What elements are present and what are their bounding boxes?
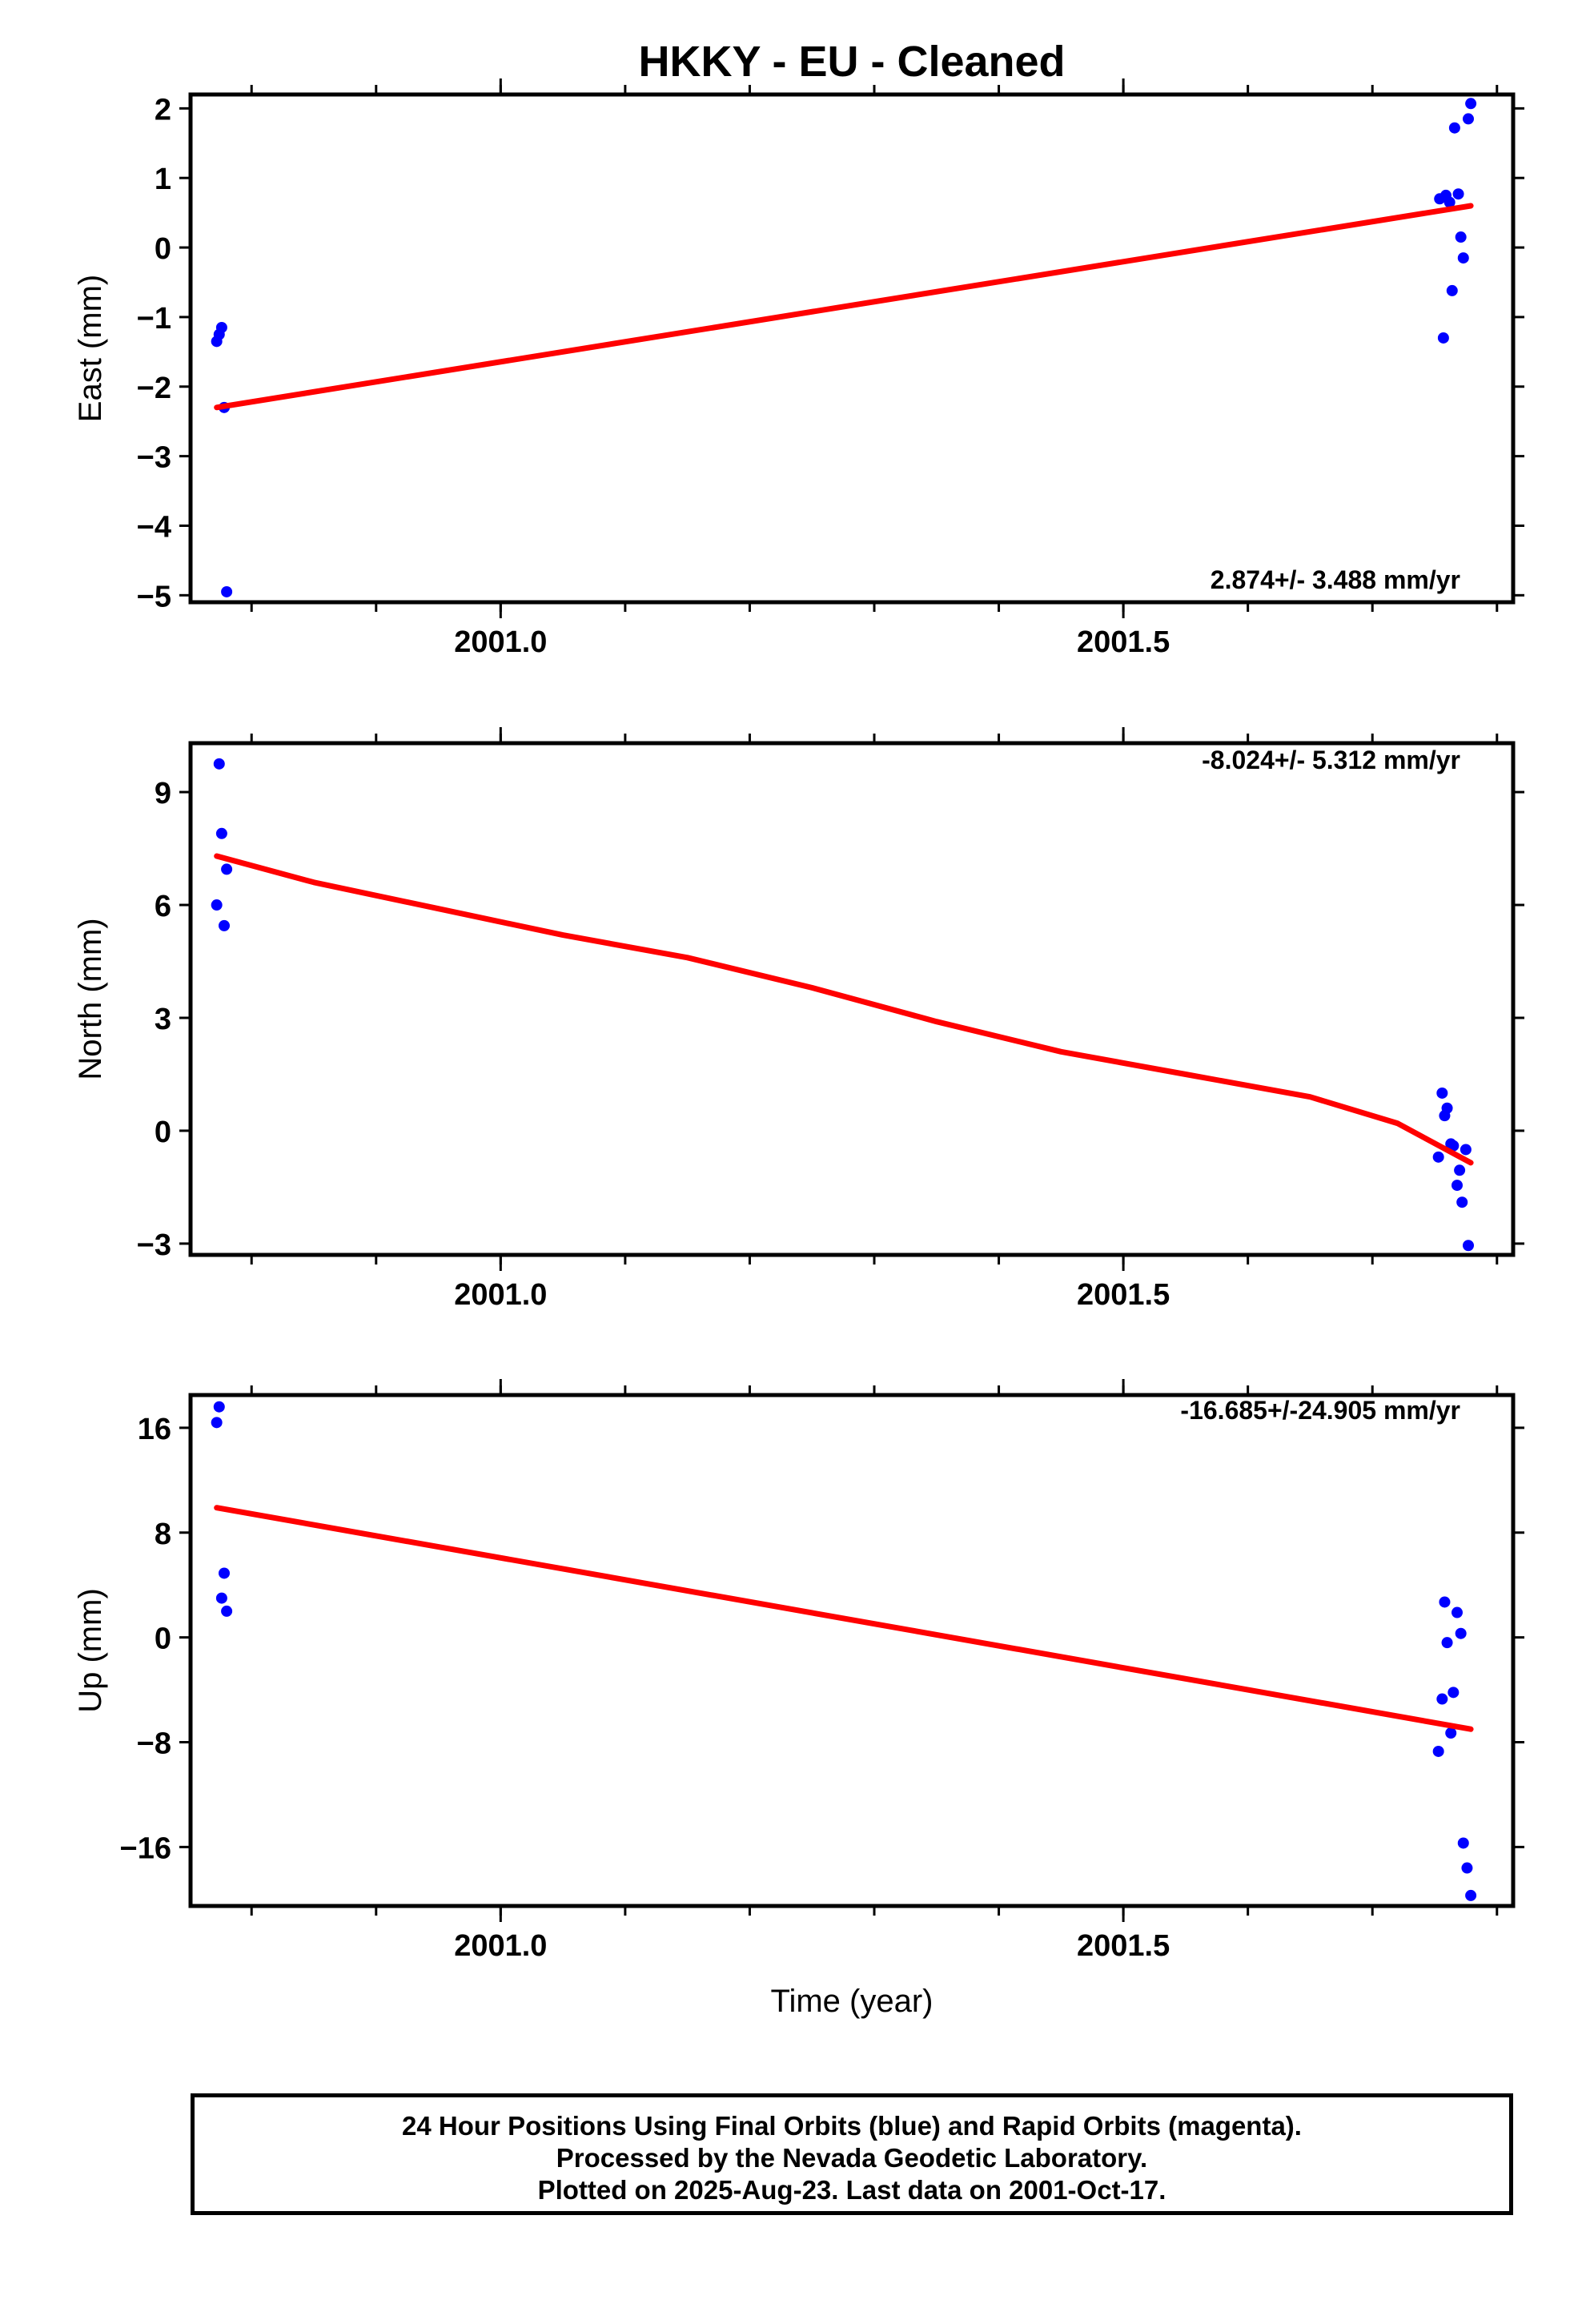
data-point [1457, 1837, 1469, 1849]
x-tick-label: 2001.0 [454, 1278, 547, 1312]
data-point [1465, 1889, 1477, 1901]
data-point [211, 899, 223, 911]
data-point [221, 1605, 233, 1617]
data-point [1439, 1596, 1451, 1608]
data-point [1432, 1745, 1444, 1757]
data-point [213, 758, 225, 770]
y-tick-label: 9 [155, 777, 171, 810]
data-point [1432, 1151, 1444, 1163]
data-point [1456, 1196, 1468, 1208]
data-point [213, 1401, 225, 1413]
data-point [1461, 1862, 1473, 1874]
rate-label: -8.024+/- 5.312 mm/yr [1202, 746, 1460, 774]
panel-3: −16 −8 0 8 16 2001.0 2001.5 Up (mm) Time (year) -… [73, 1379, 1524, 2019]
data-point [1452, 188, 1464, 200]
data-point [1448, 122, 1460, 134]
y-axis-label: East (mm) [73, 275, 108, 422]
x-tick-label: 2001.5 [1077, 1929, 1170, 1963]
data-point [1445, 1727, 1457, 1739]
data-point [1437, 332, 1449, 344]
y-tick-label: 16 [138, 1413, 171, 1446]
y-tick-label: −8 [137, 1727, 171, 1761]
rate-label: 2.874+/- 3.488 mm/yr [1211, 565, 1460, 594]
y-tick-label: 0 [155, 232, 171, 266]
y-tick-label: −3 [137, 1228, 171, 1262]
footer-info-box: 24 Hour Positions Using Final Orbits (bl… [191, 2093, 1513, 2215]
y-tick-label: 2 [155, 93, 171, 127]
y-tick-label: −3 [137, 441, 171, 475]
data-point [219, 1567, 230, 1579]
trend-line [214, 853, 1474, 1166]
data-point [219, 919, 230, 931]
x-tick-label: 2001.5 [1077, 625, 1170, 659]
rate-label: -16.685+/-24.905 mm/yr [1180, 1396, 1460, 1425]
data-point [1443, 196, 1456, 208]
y-tick-label: −1 [137, 302, 171, 336]
data-point [1455, 231, 1467, 243]
data-point [1457, 252, 1469, 264]
data-point [1463, 1240, 1474, 1252]
data-point [1454, 1164, 1466, 1176]
data-point [1455, 1627, 1467, 1639]
footer-line-plotted: Plotted on 2025-Aug-23. Last data on 200… [537, 2175, 1166, 2205]
data-point [1436, 1087, 1448, 1099]
panel-2: −3 0 3 6 9 2001.0 2001.5 North (mm) -8.024+/- 5.… [73, 727, 1524, 1312]
y-tick-label: 0 [155, 1622, 171, 1656]
x-tick-label: 2001.0 [454, 625, 547, 659]
footer-line-processor: Processed by the Nevada Geodetic Laborat… [556, 2143, 1148, 2173]
plot-frame [188, 741, 1516, 1257]
y-tick-label: 0 [155, 1116, 171, 1149]
data-point [1447, 1140, 1460, 1152]
y-axis-label: Up (mm) [73, 1588, 108, 1713]
y-tick-label: 6 [155, 890, 171, 923]
data-point [1436, 1693, 1448, 1705]
chart-panels: −5 −4 −3 −2 −1 0 1 2 2001.0 2001.5 East (mm) 2.874+… [73, 78, 1524, 2019]
data-point [211, 1417, 223, 1429]
y-tick-label: −2 [137, 372, 171, 405]
data-point [215, 321, 227, 333]
y-tick-label: −4 [137, 510, 171, 544]
data-point [215, 827, 227, 839]
data-point [1447, 1687, 1460, 1699]
y-tick-label: 3 [155, 1003, 171, 1036]
y-tick-label: 8 [155, 1518, 171, 1551]
x-tick-label: 2001.0 [454, 1929, 547, 1963]
data-point [1441, 1637, 1453, 1649]
data-point [1465, 98, 1477, 110]
data-point [1452, 1180, 1463, 1192]
y-tick-label: −16 [120, 1831, 171, 1865]
data-point [1452, 1606, 1463, 1618]
data-point [215, 1592, 227, 1604]
panel-1: −5 −4 −3 −2 −1 0 1 2 2001.0 2001.5 East (mm) 2.874+… [73, 78, 1524, 659]
data-point [1446, 284, 1458, 296]
x-tick-label: 2001.5 [1077, 1278, 1170, 1312]
data-point [1460, 1144, 1472, 1156]
plot-frame [188, 92, 1516, 605]
data-point [1441, 1102, 1453, 1114]
y-axis-label: North (mm) [73, 918, 108, 1080]
data-point [221, 585, 233, 597]
trend-line [214, 203, 1474, 411]
y-tick-label: 1 [155, 163, 171, 196]
x-axis-label: Time (year) [771, 1984, 934, 2019]
footer-line-orbits: 24 Hour Positions Using Final Orbits (bl… [402, 2111, 1302, 2141]
figure-title: HKKY - EU - Cleaned [638, 38, 1065, 86]
data-point [1463, 113, 1474, 125]
data-point [221, 863, 233, 875]
plot-frame [188, 1393, 1516, 1908]
trend-line [214, 1505, 1474, 1732]
y-tick-label: −5 [137, 580, 171, 613]
